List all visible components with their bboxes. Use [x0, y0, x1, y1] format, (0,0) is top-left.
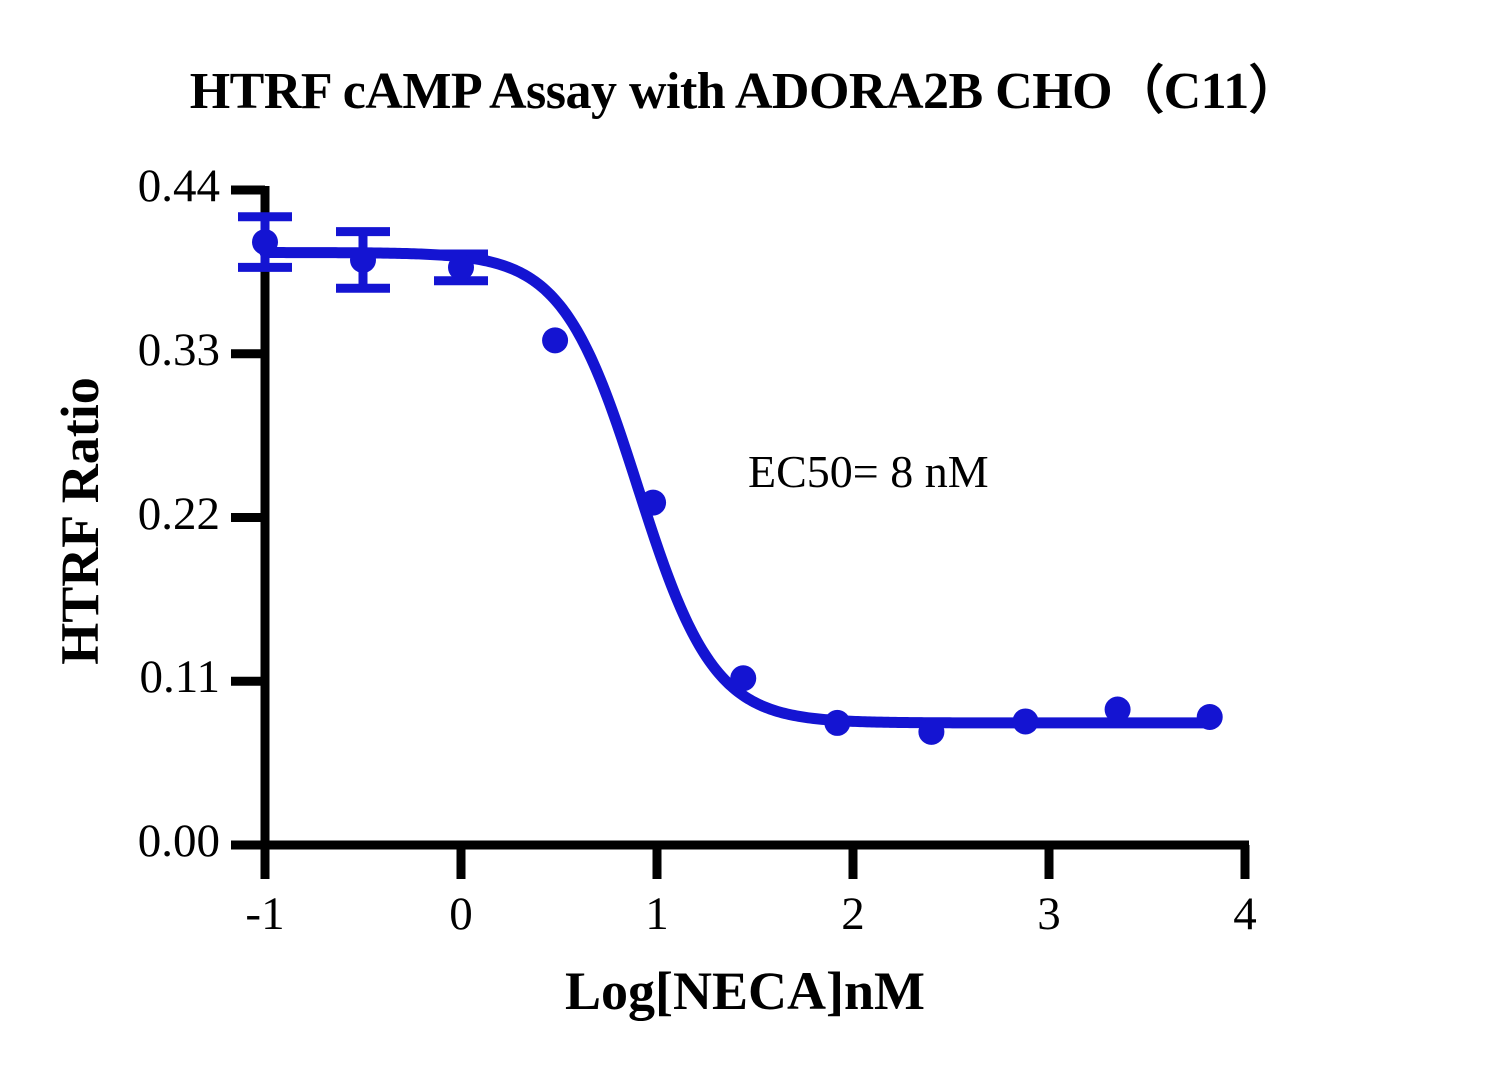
y-tick-label: 0.00	[137, 815, 220, 867]
fit-curve	[259, 247, 1216, 729]
data-point	[1104, 696, 1131, 723]
y-tick-label: 0.11	[139, 651, 220, 704]
data-point	[252, 229, 278, 256]
data-point	[918, 718, 945, 745]
y-tick-label: 0.22	[137, 487, 220, 540]
y-tick-label: 0.33	[137, 323, 220, 376]
x-tick-label: 1	[645, 888, 669, 940]
chart-title: HTRF cAMP Assay with ADORA2B CHO（C11）	[189, 63, 1301, 120]
data-point	[448, 254, 474, 281]
data-point	[350, 246, 376, 273]
x-tick-label: -1	[245, 888, 285, 940]
data-point	[1196, 703, 1223, 730]
data-point	[730, 665, 757, 692]
data-point	[1012, 708, 1039, 735]
x-tick-label: 0	[449, 888, 473, 940]
data-point	[542, 327, 569, 354]
x-tick-label: 3	[1037, 888, 1061, 940]
ec50-annotation: EC50= 8 nM	[748, 446, 989, 497]
axis-group	[231, 185, 1250, 879]
data-point	[824, 709, 851, 736]
data-point	[640, 489, 667, 516]
y-tick-label: 0.44	[137, 160, 220, 212]
x-axis-label: Log[NECA]nM	[565, 961, 925, 1021]
x-tick-label: 4	[1233, 888, 1257, 940]
x-tick-label: 2	[841, 888, 865, 940]
data-points	[252, 229, 1223, 745]
